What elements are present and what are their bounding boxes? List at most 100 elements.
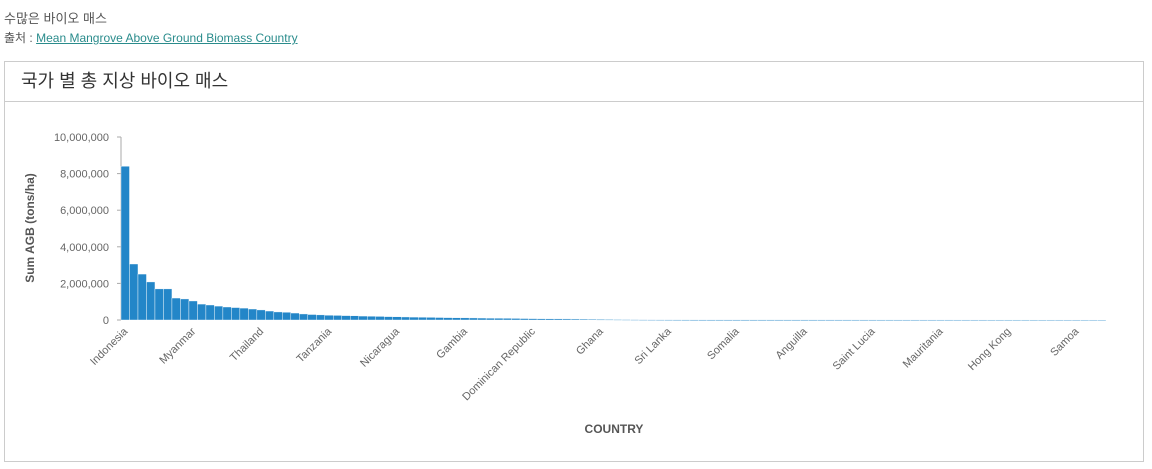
bar bbox=[273, 311, 283, 321]
bar bbox=[409, 316, 419, 321]
bar bbox=[1029, 319, 1039, 321]
bar bbox=[401, 316, 410, 321]
bar bbox=[757, 319, 767, 321]
bar bbox=[1063, 319, 1073, 321]
bar bbox=[672, 319, 682, 321]
bar bbox=[562, 318, 572, 321]
bar bbox=[460, 317, 470, 321]
bar bbox=[519, 318, 529, 321]
bar bbox=[528, 318, 538, 321]
x-tick-label: Saint Lucia bbox=[831, 325, 879, 373]
bar bbox=[808, 319, 818, 321]
bar bbox=[282, 312, 292, 321]
bar bbox=[749, 319, 759, 321]
bar bbox=[248, 308, 258, 321]
bar bbox=[222, 306, 232, 321]
bar bbox=[783, 319, 793, 321]
x-tick-label: Anguilla bbox=[774, 325, 811, 362]
bar bbox=[1071, 319, 1081, 321]
bar bbox=[587, 318, 597, 321]
bar bbox=[851, 319, 860, 321]
y-tick-label: 2,000,000 bbox=[60, 278, 109, 290]
bar bbox=[969, 319, 979, 321]
bar bbox=[477, 317, 487, 321]
bar bbox=[723, 319, 733, 321]
x-tick-label: Myanmar bbox=[157, 325, 198, 366]
bar bbox=[961, 319, 971, 321]
bar bbox=[1080, 319, 1090, 321]
bar bbox=[902, 319, 911, 321]
bar bbox=[944, 319, 954, 321]
source-line: 출처 : Mean Mangrove Above Ground Biomass … bbox=[4, 29, 298, 46]
y-tick-label: 8,000,000 bbox=[60, 169, 109, 181]
bar bbox=[885, 319, 894, 321]
bar bbox=[910, 319, 920, 321]
source-label: 출처 : bbox=[4, 31, 33, 45]
x-tick-label: Tanzania bbox=[295, 325, 335, 365]
bar bbox=[1012, 319, 1022, 321]
bar bbox=[715, 319, 725, 321]
bar bbox=[290, 312, 300, 321]
bar bbox=[681, 319, 691, 321]
bar bbox=[180, 298, 190, 321]
bar bbox=[316, 314, 325, 321]
bar bbox=[120, 166, 130, 321]
bar bbox=[214, 305, 224, 321]
bar bbox=[384, 316, 393, 321]
bar bbox=[732, 319, 742, 321]
bar bbox=[579, 318, 589, 321]
bar bbox=[800, 319, 810, 321]
page-title: 수많은 바이오 매스 bbox=[4, 11, 107, 26]
bar bbox=[834, 319, 843, 321]
bar bbox=[604, 319, 614, 321]
bar bbox=[367, 316, 376, 321]
bar bbox=[1088, 319, 1098, 321]
bar bbox=[638, 319, 648, 321]
bar bbox=[553, 318, 563, 321]
y-tick-label: 10,000,000 bbox=[54, 132, 109, 144]
bar bbox=[426, 317, 436, 321]
bar bbox=[596, 319, 606, 321]
bar bbox=[1003, 319, 1013, 321]
bar bbox=[502, 318, 512, 321]
bar bbox=[1037, 319, 1047, 321]
bar bbox=[689, 319, 699, 321]
y-axis-title: Sum AGB (tons/ha) bbox=[23, 173, 37, 283]
bar bbox=[188, 300, 198, 321]
bar bbox=[468, 317, 478, 321]
bar bbox=[698, 319, 708, 321]
bar bbox=[774, 319, 784, 321]
bar bbox=[630, 319, 640, 321]
bar bbox=[205, 304, 215, 321]
bar bbox=[137, 273, 147, 321]
bar bbox=[986, 319, 996, 321]
x-axis-title: COUNTRY bbox=[585, 422, 644, 436]
source-link[interactable]: Mean Mangrove Above Ground Biomass Count… bbox=[36, 31, 298, 45]
bar bbox=[1020, 319, 1030, 321]
bar bbox=[350, 315, 359, 321]
bar bbox=[154, 288, 164, 321]
bar bbox=[129, 263, 139, 321]
x-tick-label: Somalia bbox=[705, 325, 742, 362]
bar bbox=[791, 319, 801, 321]
bar bbox=[935, 319, 945, 321]
bar bbox=[375, 316, 385, 321]
y-tick-label: 4,000,000 bbox=[60, 242, 109, 254]
bar bbox=[918, 319, 928, 321]
bar bbox=[451, 317, 461, 321]
x-tick-label: Gambia bbox=[434, 325, 470, 361]
bar bbox=[256, 309, 266, 321]
bar bbox=[621, 319, 631, 321]
bar bbox=[876, 319, 886, 321]
bar bbox=[485, 317, 495, 321]
bar bbox=[146, 281, 156, 321]
y-tick-label: 6,000,000 bbox=[60, 205, 109, 217]
chart-title: 국가 별 총 지상 바이오 매스 bbox=[5, 62, 1143, 102]
bar bbox=[324, 315, 334, 321]
bar bbox=[893, 319, 903, 321]
x-tick-label: Dominican Republic bbox=[460, 325, 538, 403]
bar bbox=[239, 307, 249, 321]
bar bbox=[1046, 319, 1056, 321]
